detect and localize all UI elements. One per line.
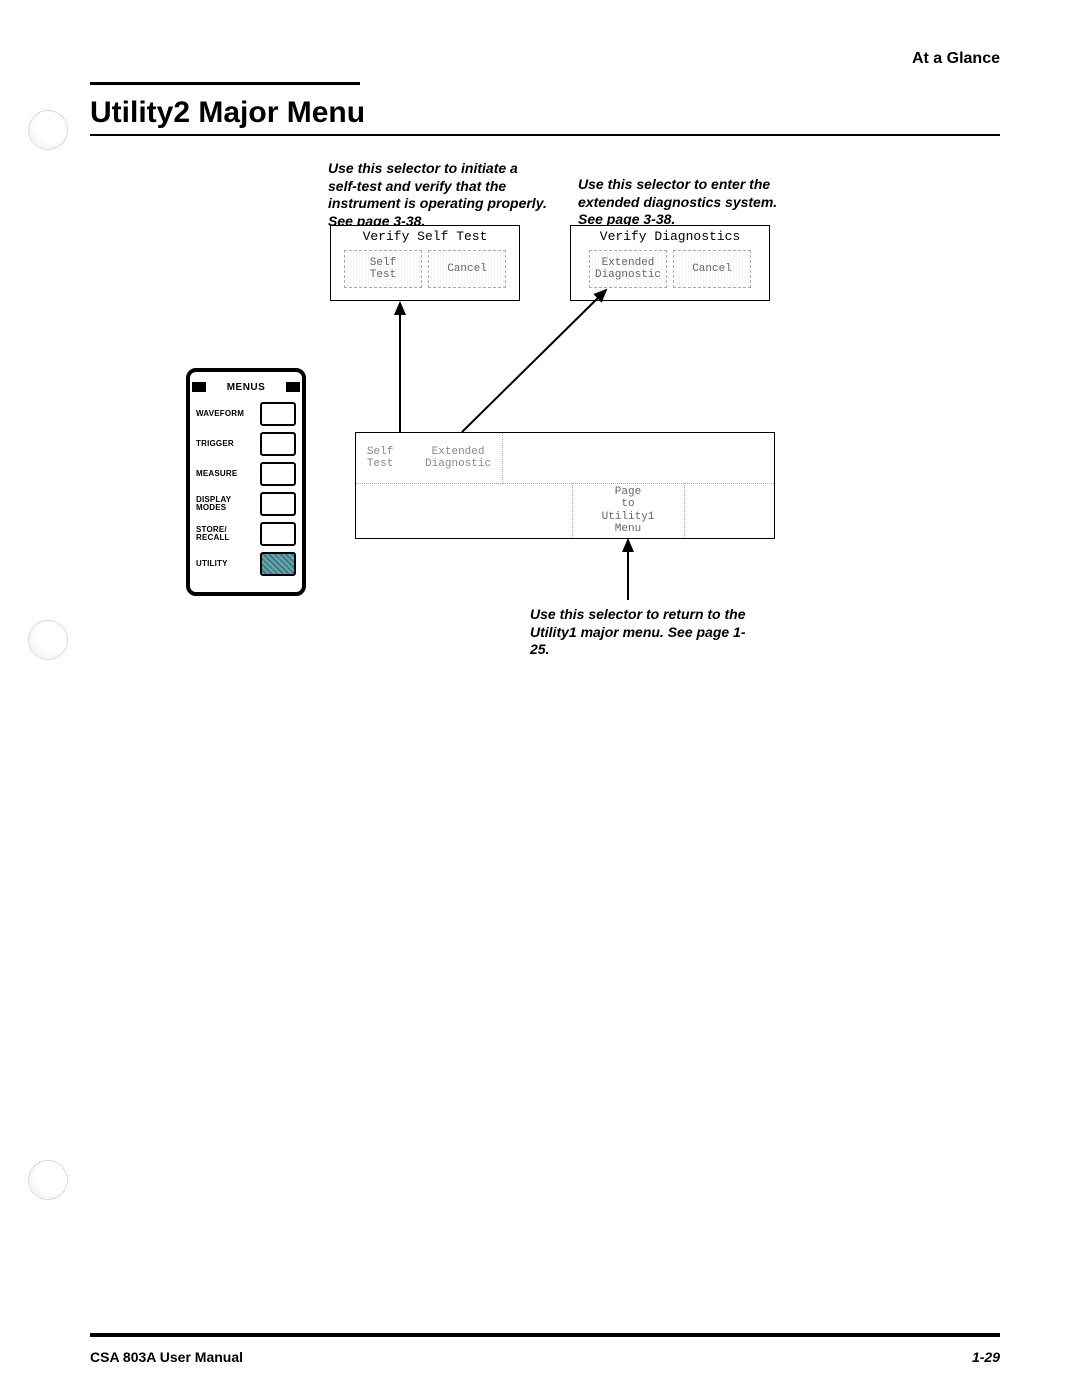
title-top-rule (90, 82, 360, 85)
footer-manual-title: CSA 803A User Manual (90, 1349, 243, 1365)
grid-top-right (502, 433, 774, 484)
menu-item-store-recall: STORE/ RECALL (196, 522, 296, 546)
section-label: At a Glance (912, 50, 1000, 68)
box-title: Verify Diagnostics (571, 226, 769, 244)
title-underline (90, 134, 1000, 136)
page: At a Glance Utility2 Major Menu Use this… (0, 0, 1080, 1397)
verify-self-test-box: Verify Self Test Self Test Cancel (330, 225, 520, 301)
grid-bottom-left (356, 483, 573, 538)
measure-button[interactable] (260, 462, 296, 486)
verify-diagnostics-box: Verify Diagnostics Extended Diagnostic C… (570, 225, 770, 301)
waveform-button[interactable] (260, 402, 296, 426)
trigger-button[interactable] (260, 432, 296, 456)
menu-item-waveform: WAVEFORM (196, 402, 296, 426)
self-test-button[interactable]: Self Test (344, 250, 422, 288)
binding-mark-icon (28, 1160, 68, 1200)
binding-mark-icon (28, 110, 68, 150)
utility2-menu-strip: Self Test Extended Diagnostic Page to Ut… (355, 432, 775, 539)
footer-rule (90, 1333, 1000, 1337)
binding-mark-icon (28, 620, 68, 660)
caption-diagnostics: Use this selector to enter the extended … (578, 176, 798, 229)
grid-bottom-right (684, 483, 774, 538)
menus-panel: MENUS WAVEFORM TRIGGER MEASURE DISPLAY M… (186, 368, 306, 596)
caption-return-utility1: Use this selector to return to the Utili… (530, 606, 760, 659)
page-to-utility1-selector[interactable]: Page to Utility1 Menu (572, 483, 685, 538)
page-title: Utility2 Major Menu (90, 96, 365, 130)
self-test-selector[interactable]: Self Test Extended Diagnostic (356, 433, 503, 484)
menus-header: MENUS (196, 378, 296, 396)
cancel-button[interactable]: Cancel (428, 250, 506, 288)
extended-diagnostic-button[interactable]: Extended Diagnostic (589, 250, 667, 288)
box-title: Verify Self Test (331, 226, 519, 244)
caption-self-test: Use this selector to initiate a self-tes… (328, 160, 548, 230)
menu-item-trigger: TRIGGER (196, 432, 296, 456)
footer-page-number: 1-29 (972, 1349, 1000, 1365)
box-row: Extended Diagnostic Cancel (571, 244, 769, 296)
menu-item-measure: MEASURE (196, 462, 296, 486)
box-row: Self Test Cancel (331, 244, 519, 296)
menu-item-utility: UTILITY (196, 552, 296, 576)
cancel-button[interactable]: Cancel (673, 250, 751, 288)
store-recall-button[interactable] (260, 522, 296, 546)
menu-item-display-modes: DISPLAY MODES (196, 492, 296, 516)
display-modes-button[interactable] (260, 492, 296, 516)
utility-button[interactable] (260, 552, 296, 576)
